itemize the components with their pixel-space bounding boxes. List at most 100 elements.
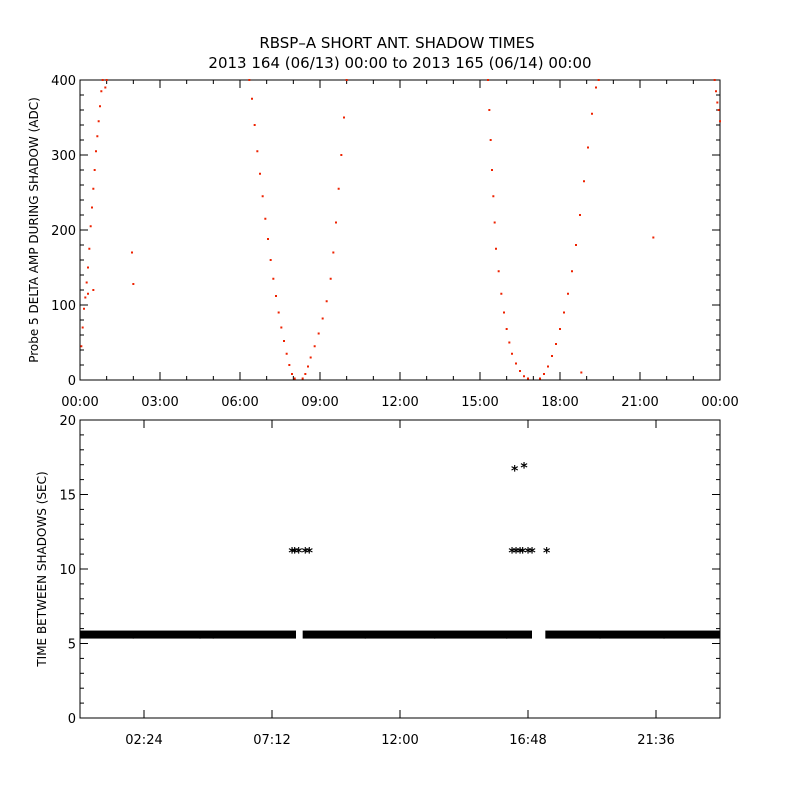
top-x-tick-label: 03:00	[141, 395, 178, 410]
top-data-point	[555, 343, 557, 345]
bottom-data-point: *	[431, 631, 439, 647]
chart-title: RBSP–A SHORT ANT. SHADOW TIMES	[259, 34, 534, 52]
bottom-data-point: *	[519, 546, 527, 562]
bottom-data-point: *	[196, 631, 204, 647]
bottom-data-point: *	[362, 631, 370, 647]
top-data-point	[505, 328, 508, 330]
bottom-data-point: *	[512, 546, 520, 562]
baseline-band	[302, 630, 532, 639]
top-data-point	[713, 79, 716, 81]
bottom-data-point: *	[660, 631, 668, 647]
top-data-point	[583, 180, 585, 183]
top-y-tick-label: 300	[51, 149, 76, 164]
bottom-data-point: *	[302, 546, 310, 562]
top-data-point	[591, 112, 593, 115]
bottom-y-tick-label: 20	[59, 414, 76, 429]
bottom-panel: 02:24 07:12 12:00 16:48 21:36 0 5 10 15 20 TIME BE…	[35, 414, 721, 748]
top-data-point	[340, 154, 343, 156]
top-data-point	[575, 244, 577, 246]
top-data-point	[563, 311, 565, 314]
bottom-data-point: *	[210, 631, 218, 647]
baseline-band	[80, 630, 296, 639]
bottom-data-point: *	[291, 546, 299, 562]
bottom-y-axis-label: TIME BETWEEN SHADOWS (SEC)	[35, 471, 49, 667]
top-data-point	[261, 195, 264, 198]
top-data-point	[88, 247, 91, 250]
top-data-point	[717, 109, 720, 111]
chart-subtitle: 2013 164 (06/13) 00:00 to 2013 165 (06/1…	[208, 54, 591, 72]
top-data-point	[95, 150, 97, 153]
top-data-point	[715, 90, 717, 93]
top-data-point	[559, 328, 561, 330]
top-data-point	[92, 187, 95, 190]
top-data-point	[309, 356, 312, 359]
top-data-point	[285, 352, 288, 355]
top-data-point	[101, 79, 104, 81]
bottom-y-tick-label: 5	[68, 638, 76, 653]
top-data-point	[97, 120, 100, 123]
bottom-data-point: *	[306, 546, 314, 562]
top-data-point	[253, 124, 256, 126]
top-data-point	[539, 377, 541, 380]
top-data-point	[280, 326, 283, 329]
top-data-point	[96, 135, 99, 138]
top-data-point	[85, 281, 88, 284]
top-data-point	[269, 259, 272, 261]
top-x-tick-label: 00:00	[701, 395, 738, 410]
top-data-point	[595, 86, 597, 89]
top-data-point	[551, 355, 553, 357]
top-data-point	[511, 352, 513, 355]
top-data-point	[304, 373, 307, 375]
top-y-tick-label: 0	[68, 374, 76, 389]
top-data-point	[547, 365, 549, 368]
top-data-point	[264, 217, 267, 220]
top-y-tick-label: 100	[51, 299, 76, 314]
top-x-tick-label: 12:00	[381, 395, 418, 410]
bottom-y-tick-label: 15	[59, 489, 76, 504]
top-data-point	[132, 283, 135, 285]
bottom-y-tick-label: 0	[68, 712, 76, 727]
top-data-point	[259, 172, 261, 175]
top-x-tick-label: 00:00	[61, 395, 98, 410]
top-data-point	[105, 79, 108, 81]
top-data-point	[275, 295, 277, 297]
top-data-point	[508, 341, 511, 344]
top-data-point	[491, 169, 493, 171]
bottom-x-tick-label: 12:00	[381, 733, 418, 748]
top-data-point	[91, 206, 93, 209]
bottom-data-point: *	[516, 546, 524, 562]
top-data-point	[597, 79, 600, 81]
top-data-point	[267, 238, 269, 240]
top-data-point	[515, 362, 517, 365]
top-data-point	[87, 292, 89, 295]
top-data-point	[80, 345, 83, 348]
top-data-point	[345, 79, 348, 81]
top-data-point	[571, 270, 573, 273]
bottom-x-tick-label: 07:12	[253, 733, 290, 748]
top-data-point	[248, 79, 251, 81]
top-data-point	[83, 307, 85, 310]
bottom-data-point: *	[596, 631, 604, 647]
bottom-data-point: *	[288, 546, 296, 562]
top-data-point	[104, 86, 107, 89]
top-data-point	[301, 377, 304, 380]
top-data-point	[343, 116, 345, 119]
top-data-point	[99, 105, 101, 108]
top-data-point	[523, 375, 525, 378]
bottom-x-tick-label: 21:36	[637, 733, 674, 748]
top-data-point	[495, 247, 497, 250]
top-data-point	[497, 270, 500, 273]
top-data-point	[567, 292, 569, 295]
top-data-point	[307, 365, 309, 368]
bottom-data-point: *	[295, 546, 303, 562]
top-data-point	[321, 317, 324, 320]
top-data-point	[81, 326, 84, 329]
bottom-data-point: *	[511, 464, 519, 480]
top-data-point	[488, 109, 491, 111]
top-y-axis-label: Probe 5 DELTA AMP DURING SHADOW (ADC)	[27, 97, 41, 363]
top-data-point	[89, 225, 92, 228]
top-data-point	[580, 371, 583, 374]
top-data-point	[313, 345, 316, 348]
